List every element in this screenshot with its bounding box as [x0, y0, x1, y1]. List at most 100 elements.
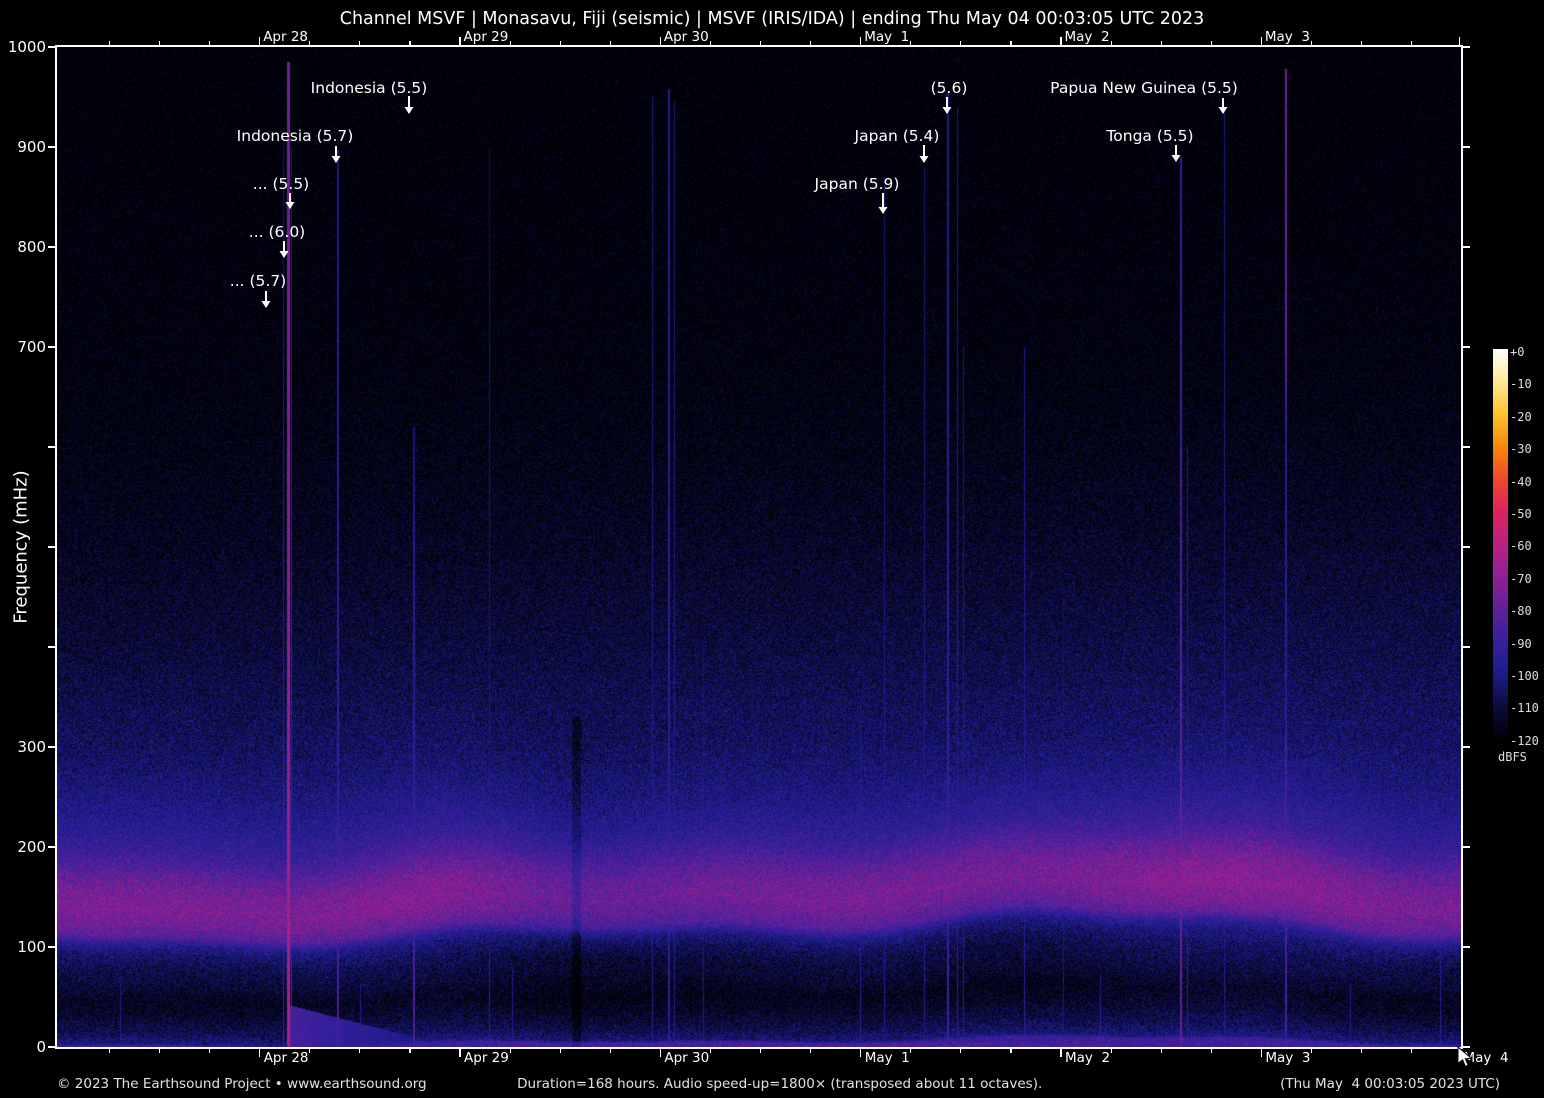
spectrogram-canvas [57, 47, 1461, 1047]
y-tick-right [1461, 1046, 1470, 1048]
x-minor-tick-bottom [960, 1048, 962, 1053]
x-minor-tick-bottom [810, 1048, 812, 1053]
colorbar-tick-label: -120 [1510, 733, 1539, 748]
colorbar-tick-label: -100 [1510, 669, 1539, 683]
earthquake-annotation-label: (5.6) [930, 79, 968, 97]
earthquake-annotation-label: ... (6.0) [248, 223, 306, 241]
x-date-label-top: Apr 28 [263, 29, 309, 45]
x-minor-tick-top [1310, 41, 1313, 46]
colorbar-tick-label: -110 [1510, 701, 1539, 716]
x-major-tick-top [659, 37, 662, 46]
colorbar-tick-label: -40 [1510, 474, 1532, 489]
x-date-label-top: Apr 29 [463, 29, 509, 45]
y-tick-left [48, 46, 57, 48]
colorbar-tick-label: -10 [1510, 377, 1532, 392]
earthquake-annotation-label: Papua New Guinea (5.5) [1050, 79, 1238, 97]
y-tick-left [48, 546, 57, 548]
x-minor-tick-bottom [1360, 1048, 1363, 1053]
x-minor-tick-top [810, 41, 812, 46]
y-tick-label: 900 [17, 138, 46, 156]
down-arrow-icon [942, 97, 952, 114]
footer-timestamp: (Thu May 4 00:03:05 2023 UTC) [1280, 1076, 1500, 1092]
x-major-tick-top [1260, 37, 1263, 46]
earthquake-annotation-label: ... (5.7) [229, 272, 287, 290]
x-date-label-bottom: Apr 30 [664, 1050, 710, 1066]
y-tick-right [1461, 146, 1470, 148]
down-arrow-icon [919, 145, 929, 163]
y-tick-left [48, 446, 57, 448]
x-minor-tick-bottom [1210, 1048, 1212, 1053]
x-minor-tick-top [1210, 41, 1212, 46]
x-minor-tick-top [108, 41, 111, 46]
y-tick-right [1461, 746, 1470, 748]
x-minor-tick-top [1110, 41, 1112, 46]
x-minor-tick-top [359, 41, 361, 46]
x-major-tick-top [1060, 37, 1062, 46]
x-major-tick-bottom [459, 1048, 461, 1057]
x-date-label-top: May 3 [1264, 29, 1310, 45]
colorbar-unit-label: dBFS [1498, 750, 1527, 764]
x-minor-tick-top [309, 41, 311, 46]
y-tick-label: 100 [17, 938, 46, 956]
down-arrow-icon [404, 96, 414, 114]
down-arrow-icon [261, 291, 271, 308]
earthquake-annotation-label: Indonesia (5.5) [310, 79, 428, 97]
mouse-cursor-icon [1457, 1045, 1473, 1067]
x-minor-tick-top [1160, 41, 1162, 46]
down-arrow-icon [1171, 145, 1181, 162]
y-tick-left [48, 846, 57, 848]
x-date-label-bottom: May 1 [864, 1050, 910, 1066]
x-minor-tick-top [509, 41, 511, 46]
y-tick-label: 800 [17, 238, 46, 256]
x-date-label-top: Apr 30 [663, 29, 709, 45]
down-arrow-icon [1218, 98, 1228, 114]
x-minor-tick-bottom [709, 1048, 712, 1053]
x-major-tick-top [258, 37, 261, 46]
x-date-label-bottom: May 2 [1065, 1050, 1111, 1066]
down-arrow-icon [285, 193, 295, 209]
y-tick-label: 700 [17, 338, 46, 356]
colorbar-gradient [1493, 349, 1508, 741]
y-tick-left [48, 246, 57, 248]
footer-duration: Duration=168 hours. Audio speed-up=1800×… [517, 1076, 1043, 1092]
x-minor-tick-bottom [609, 1048, 611, 1053]
x-major-tick-top [859, 37, 862, 46]
y-tick-label: 300 [17, 738, 46, 756]
earthquake-annotation-label: ... (5.5) [252, 175, 310, 193]
x-minor-tick-bottom [409, 1048, 411, 1053]
colorbar-tick-label: -60 [1510, 539, 1532, 554]
earthquake-annotation-label: Japan (5.9) [814, 175, 900, 193]
x-minor-tick-top [960, 41, 962, 46]
earthquake-annotation-label: Japan (5.4) [854, 127, 940, 145]
x-minor-tick-bottom [158, 1048, 161, 1053]
x-minor-tick-top [1010, 41, 1012, 46]
down-arrow-icon [279, 241, 289, 258]
x-minor-tick-bottom [509, 1048, 511, 1053]
y-tick-right [1461, 646, 1470, 648]
x-minor-tick-bottom [910, 1048, 912, 1053]
x-minor-tick-bottom [1010, 1048, 1012, 1053]
y-tick-right [1461, 946, 1470, 948]
x-major-tick-top [459, 37, 461, 46]
colorbar-tick-label: -30 [1510, 442, 1532, 457]
x-major-tick-bottom [258, 1048, 261, 1057]
down-arrow-icon [878, 193, 888, 214]
x-minor-tick-bottom [1160, 1048, 1162, 1053]
y-tick-label: 200 [17, 838, 46, 856]
x-minor-tick-top [910, 41, 912, 46]
x-date-label-bottom: Apr 28 [263, 1050, 309, 1066]
y-tick-label: 1000 [7, 38, 46, 56]
x-minor-tick-bottom [309, 1048, 311, 1053]
x-major-tick-bottom [1260, 1048, 1263, 1057]
x-major-tick-top [1458, 37, 1461, 46]
x-minor-tick-top [609, 41, 611, 46]
y-tick-right [1461, 446, 1470, 448]
x-minor-tick-bottom [108, 1048, 111, 1053]
x-minor-tick-bottom [1110, 1048, 1112, 1053]
x-minor-tick-top [409, 41, 411, 46]
colorbar-tick-label: -90 [1510, 636, 1532, 651]
colorbar-tick-label: +0 [1510, 345, 1525, 359]
x-minor-tick-bottom [209, 1048, 211, 1053]
page-title: Channel MSVF | Monasavu, Fiji (seismic) … [339, 9, 1205, 29]
